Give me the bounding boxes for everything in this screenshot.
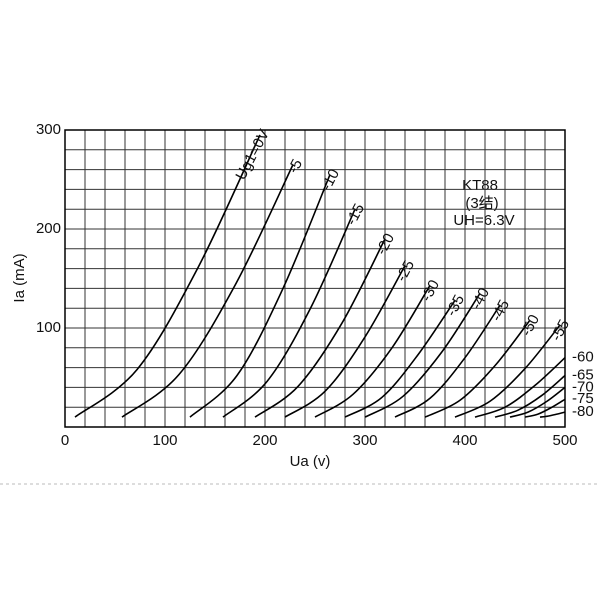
x-axis-label: Ua (v)	[290, 453, 331, 470]
curve	[222, 208, 356, 418]
curve	[364, 292, 481, 418]
curve	[509, 386, 566, 418]
x-tick-label: 100	[152, 432, 177, 449]
curve	[494, 374, 566, 418]
curve	[474, 357, 566, 418]
curve	[454, 324, 561, 418]
curve	[539, 411, 566, 418]
y-tick-label: 200	[36, 220, 61, 237]
annotation: (3结)	[465, 195, 498, 212]
curve	[254, 238, 386, 418]
curve	[394, 304, 501, 418]
curve	[121, 164, 294, 418]
curve-label: -65	[572, 366, 594, 383]
curve	[314, 285, 431, 418]
curve-label: -20	[373, 231, 398, 258]
x-tick-label: 500	[552, 432, 577, 449]
curve	[284, 265, 406, 418]
curve-label: -35	[443, 292, 468, 319]
curve-label: -45	[488, 297, 513, 324]
y-axis-label: Ia (mA)	[11, 253, 28, 302]
curve-label: -5	[285, 156, 306, 176]
curve	[524, 398, 566, 418]
y-tick-label: 300	[36, 121, 61, 138]
curve-label: -55	[548, 317, 573, 344]
curve-label: Ug1=0V	[232, 127, 273, 183]
x-tick-label: 0	[61, 432, 69, 449]
annotation: KT88	[462, 177, 498, 194]
x-tick-label: 400	[452, 432, 477, 449]
curve	[344, 299, 456, 418]
curve-label: -70	[572, 378, 594, 395]
curve	[424, 319, 531, 418]
annotation: UH=6.3V	[453, 212, 514, 229]
curve-label: -75	[572, 390, 594, 407]
curve	[74, 134, 261, 418]
x-tick-label: 300	[352, 432, 377, 449]
curve-label: -60	[572, 349, 594, 366]
curve-label: -15	[343, 201, 368, 228]
x-tick-label: 200	[252, 432, 277, 449]
plot-border	[64, 129, 566, 428]
curve	[189, 174, 331, 418]
y-tick-label: 100	[36, 319, 61, 336]
curve-label: -80	[572, 403, 594, 420]
curve-label: -50	[518, 312, 543, 339]
